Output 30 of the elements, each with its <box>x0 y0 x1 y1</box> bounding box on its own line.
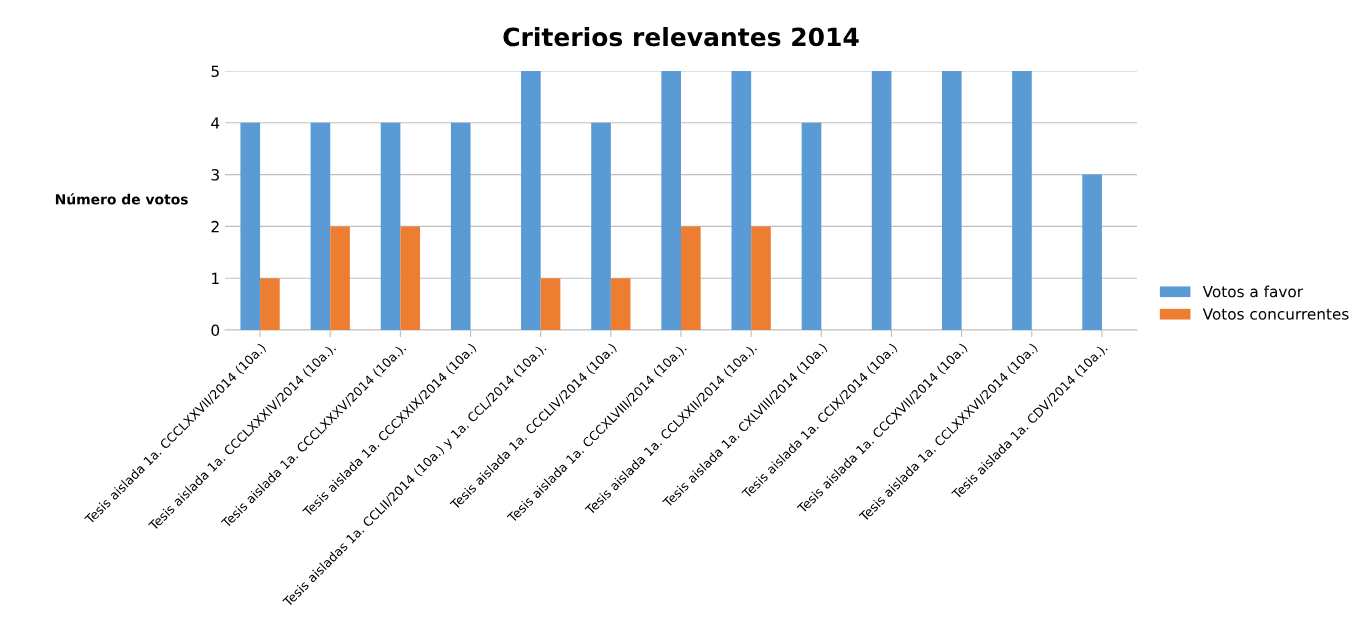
y-tick-label: 0 <box>211 324 220 337</box>
bar <box>1082 174 1102 330</box>
bar <box>380 122 401 330</box>
bar <box>521 71 541 330</box>
bar <box>240 122 261 330</box>
bar <box>591 122 611 330</box>
legend-label: Votos concurrentes <box>1202 308 1349 320</box>
bar <box>260 278 280 330</box>
y-tick-label: 4 <box>211 117 220 129</box>
bar <box>871 71 892 330</box>
bar <box>801 122 822 330</box>
bar <box>661 71 681 330</box>
y-tick-label: 2 <box>211 220 219 233</box>
bar <box>310 122 331 330</box>
bar <box>450 122 471 330</box>
bar <box>941 71 962 330</box>
bar <box>1012 71 1032 330</box>
bar <box>540 278 561 330</box>
bar <box>400 226 421 330</box>
bar <box>330 226 350 330</box>
chart-title: Criterios relevantes 2014 <box>503 27 859 47</box>
bar <box>731 71 752 330</box>
y-tick-label: 1 <box>212 272 219 284</box>
bar <box>681 226 701 330</box>
legend-label: Votos a favor <box>1202 285 1304 298</box>
bar <box>610 278 631 330</box>
y-axis-title: Número de votos <box>55 193 188 205</box>
y-tick-label: 5 <box>211 65 219 78</box>
bar <box>751 226 771 330</box>
y-tick-label: 3 <box>211 169 219 181</box>
